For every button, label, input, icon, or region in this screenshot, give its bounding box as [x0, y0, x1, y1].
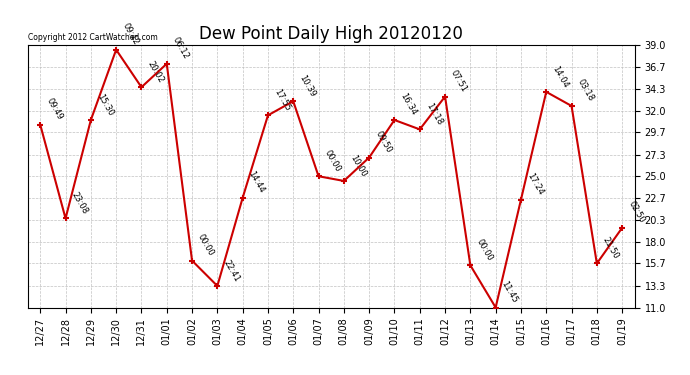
- Title: Dew Point Daily High 20120120: Dew Point Daily High 20120120: [199, 26, 463, 44]
- Text: 11:45: 11:45: [500, 280, 520, 305]
- Text: 23:08: 23:08: [70, 190, 90, 216]
- Text: 14:04: 14:04: [551, 64, 570, 89]
- Text: 16:34: 16:34: [399, 92, 418, 117]
- Text: 17:55: 17:55: [272, 87, 292, 112]
- Text: 17:24: 17:24: [525, 172, 545, 197]
- Text: Copyright 2012 CartWatched.com: Copyright 2012 CartWatched.com: [28, 33, 157, 42]
- Text: 00:00: 00:00: [475, 237, 494, 262]
- Text: 22:41: 22:41: [221, 258, 242, 283]
- Text: 20:02: 20:02: [146, 59, 166, 84]
- Text: 21:50: 21:50: [601, 236, 621, 261]
- Text: 07:51: 07:51: [449, 69, 469, 94]
- Text: 10:00: 10:00: [348, 153, 368, 178]
- Text: 10:39: 10:39: [297, 73, 317, 99]
- Text: 09:49: 09:49: [44, 97, 64, 122]
- Text: 00:00: 00:00: [323, 148, 342, 174]
- Text: 02:50: 02:50: [627, 200, 646, 225]
- Text: 17:18: 17:18: [424, 101, 444, 127]
- Text: 15:30: 15:30: [95, 92, 115, 117]
- Text: 09:42: 09:42: [120, 22, 140, 47]
- Text: 14:44: 14:44: [247, 170, 266, 195]
- Text: 00:00: 00:00: [196, 233, 216, 258]
- Text: 09:50: 09:50: [373, 130, 393, 155]
- Text: 06:12: 06:12: [171, 36, 190, 61]
- Text: 03:18: 03:18: [575, 78, 595, 103]
